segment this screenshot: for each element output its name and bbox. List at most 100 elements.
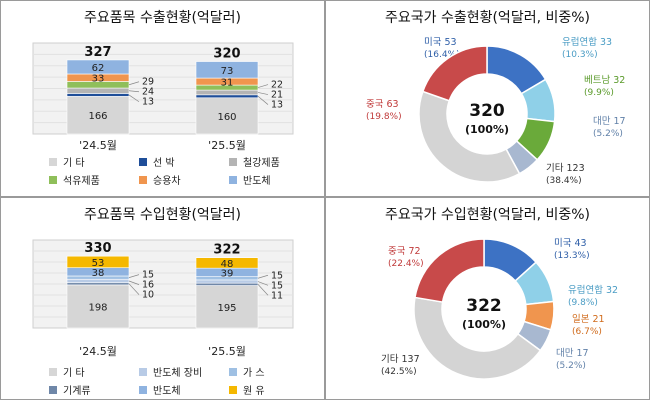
slice-label: 대만 17 — [593, 116, 626, 127]
legend-item: 기계류 — [49, 382, 139, 397]
export-items-chart: 1663362327292413'24.5월1603173320222113'2… — [32, 42, 294, 152]
category-label: '24.5월 — [79, 345, 117, 358]
legend-label: 기 타 — [63, 368, 85, 379]
import-items-panel: 주요품목 수입현황(억달러) 198 38 53 330 15 16 10'24.5월 195… — [0, 197, 325, 400]
leader-line — [128, 94, 140, 103]
category-label: '24.5월 — [79, 139, 117, 152]
legend-swatch — [229, 157, 237, 166]
slice-pct-label: (5.2%) — [593, 129, 623, 139]
donut-center-pct: (100%) — [462, 318, 506, 331]
leader-line — [128, 274, 140, 278]
legend-label: 반도체 — [153, 386, 181, 397]
bar-value-label: 31 — [221, 78, 234, 89]
slice-label: 일본 21 — [572, 314, 605, 325]
category-label: '25.5월 — [208, 345, 246, 358]
slice-pct-label: (42.5%) — [381, 367, 417, 377]
donut-slice — [418, 90, 521, 183]
legend-label: 석유제품 — [63, 176, 100, 187]
bar-total-label: 330 — [84, 241, 111, 256]
slice-label: 미국 53 — [424, 37, 457, 48]
legend-item: 기 타 — [49, 364, 139, 379]
legend-label: 승용차 — [153, 176, 181, 187]
legend-item: 가 스 — [229, 364, 319, 379]
legend-swatch — [139, 367, 147, 376]
legend-swatch — [229, 175, 237, 184]
bar-segment — [195, 257, 259, 269]
donut-center-value: 320 — [469, 101, 505, 121]
bar-segment — [66, 93, 130, 97]
bar-segment — [195, 97, 259, 135]
legend-item: 반도체 — [229, 172, 319, 187]
legend-item: 승용차 — [139, 172, 229, 187]
slice-label: 베트남 32 — [584, 75, 625, 86]
side-value-label: 11 — [271, 290, 283, 301]
legend-label: 원 유 — [243, 386, 265, 397]
legend-label: 반도체 장비 — [153, 368, 203, 379]
side-value-label: 21 — [271, 90, 283, 101]
bar-segment — [195, 89, 259, 96]
import-items-chart: 1983853330151610'24.5월1953948322151511'2… — [32, 239, 294, 358]
export-countries-panel: 주요국가 수출현황(억달러, 비중%) 미국 53 (16.4%) 유럽연합 33 (… — [325, 0, 650, 197]
bar-segment — [66, 255, 130, 269]
legend-item: 반도체 장비 — [139, 364, 229, 379]
side-value-label: 29 — [142, 77, 154, 88]
bar-value-label: 195 — [217, 303, 236, 314]
export-countries-chart: 미국 53 (16.4%) 유럽연합 33 (10.3%) 베트남 32 (9.9%) 대만… — [366, 37, 626, 186]
slice-label: 중국 72 — [388, 246, 421, 257]
bar-segment — [66, 284, 130, 329]
legend-label: 기 타 — [63, 158, 85, 169]
slice-pct-label: (10.3%) — [562, 50, 598, 60]
slice-label: 미국 43 — [554, 238, 587, 249]
bar-value-label: 166 — [88, 111, 107, 122]
export-countries-title: 주요국가 수출현황(억달러, 비중%) — [384, 10, 591, 26]
bar-segment — [195, 279, 259, 284]
slice-pct-label: (13.3%) — [554, 251, 590, 261]
slice-label: 대만 17 — [556, 348, 589, 359]
category-label: '25.5월 — [208, 139, 246, 152]
leader-line — [257, 274, 269, 279]
bar-value-label: 73 — [221, 66, 234, 77]
legend-item: 반도체 — [139, 382, 229, 397]
import-countries-panel: 주요국가 수입현황(억달러, 비중%) 미국 43 (13.3%) 유럽연합 32 (… — [325, 197, 650, 400]
bar-value-label: 33 — [92, 74, 105, 85]
donut-center-pct: (100%) — [465, 123, 509, 136]
legend-swatch — [49, 175, 57, 184]
leader-line — [128, 90, 140, 93]
legend-item: 선 박 — [139, 154, 229, 169]
bar-segment — [66, 278, 130, 284]
legend-swatch — [49, 385, 57, 394]
bar-segment — [195, 282, 259, 286]
bar-segment — [195, 61, 259, 79]
side-value-label: 10 — [142, 290, 154, 301]
bar-segment — [195, 285, 259, 329]
export-items-panel: 주요품목 수출현황(억달러) 166 33 62 327 29 24 13'24.5월 160… — [0, 0, 325, 197]
bar-value-label: 38 — [92, 268, 105, 279]
donut-slice — [413, 296, 542, 380]
legend-swatch — [139, 175, 147, 184]
legend-swatch — [49, 367, 57, 376]
bar-value-label: 160 — [217, 112, 236, 123]
slice-pct-label: (9.8%) — [568, 298, 598, 308]
legend-swatch — [229, 385, 237, 394]
side-value-label: 13 — [142, 97, 154, 108]
bar-total-label: 322 — [213, 243, 240, 258]
slice-pct-label: (6.7%) — [572, 327, 602, 337]
slice-pct-label: (38.4%) — [546, 176, 582, 186]
side-value-label: 22 — [271, 80, 283, 91]
bar-total-label: 320 — [213, 47, 240, 62]
leader-line — [257, 92, 269, 95]
donut-center-value: 322 — [466, 296, 502, 316]
bar-value-label: 48 — [221, 259, 234, 270]
legend-label: 가 스 — [243, 368, 265, 379]
export-items-legend: 기 타 선 박 철강제품 석유제품 승용차 반도체 — [49, 154, 319, 187]
side-value-label: 24 — [142, 87, 154, 98]
bar-segment — [66, 282, 130, 286]
legend-item: 원 유 — [229, 382, 319, 397]
slice-label: 유럽연합 32 — [568, 285, 618, 296]
leader-line — [257, 84, 269, 88]
import-countries-title: 주요국가 수입현황(억달러, 비중%) — [384, 207, 591, 223]
import-items-title: 주요품목 수입현황(억달러) — [83, 207, 242, 223]
bar-segment — [66, 87, 130, 94]
leader-line — [257, 284, 269, 296]
bar-value-label: 53 — [92, 258, 105, 269]
